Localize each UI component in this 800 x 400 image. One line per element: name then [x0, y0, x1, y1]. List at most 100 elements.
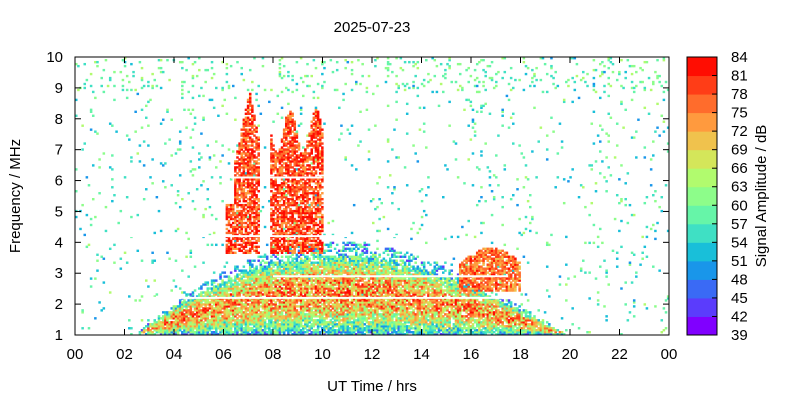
heatmap-cell	[268, 303, 271, 306]
heatmap-cell	[225, 247, 229, 251]
heatmap-cell	[251, 299, 254, 302]
heatmap-cell	[259, 323, 263, 326]
heatmap-cell	[244, 118, 248, 121]
heatmap-cell	[147, 333, 150, 336]
heatmap-cell	[348, 295, 352, 298]
heatmap-cell	[210, 243, 214, 247]
heatmap-cell	[219, 176, 222, 179]
heatmap-cell	[253, 331, 256, 334]
heatmap-cell	[333, 313, 337, 316]
heatmap-cell	[183, 313, 186, 316]
heatmap-cell	[102, 152, 106, 155]
heatmap-cell	[304, 325, 307, 328]
heatmap-cell	[227, 219, 231, 223]
heatmap-cell	[295, 309, 299, 312]
heatmap-cell	[234, 197, 237, 201]
heatmap-cell	[291, 263, 294, 266]
heatmap-cell	[310, 140, 313, 143]
heatmap-cell	[221, 307, 224, 310]
heatmap-cell	[238, 158, 241, 161]
heatmap-cell	[83, 233, 87, 237]
heatmap-cell	[259, 295, 263, 298]
heatmap-cell	[170, 333, 173, 336]
heatmap-cell	[130, 88, 133, 92]
heatmap-cell	[314, 319, 318, 322]
heatmap-cell	[242, 150, 246, 153]
heatmap-cell	[276, 283, 280, 286]
heatmap-cell	[244, 309, 248, 312]
heatmap-cell	[244, 287, 248, 290]
heatmap-cell	[289, 192, 292, 195]
heatmap-cell	[257, 255, 260, 258]
heatmap-cell	[251, 190, 254, 193]
heatmap-cell	[340, 132, 343, 135]
heatmap-cell	[168, 138, 171, 141]
heatmap-cell	[276, 251, 280, 254]
heatmap-cell	[89, 72, 93, 76]
heatmap-cell	[342, 289, 345, 292]
heatmap-cell	[301, 259, 305, 262]
heatmap-cell	[297, 317, 301, 320]
heatmap-cell	[251, 293, 254, 296]
heatmap-cell	[285, 299, 288, 302]
heatmap-cell	[166, 311, 169, 314]
heatmap-cell	[340, 257, 343, 260]
heatmap-cell	[176, 305, 180, 308]
heatmap-cell	[291, 201, 294, 205]
heatmap-cell	[323, 319, 326, 322]
heatmap-cell	[257, 303, 260, 306]
heatmap-cell	[261, 325, 265, 328]
heatmap-cell	[314, 249, 318, 252]
heatmap-cell	[87, 243, 91, 247]
heatmap-cell	[335, 317, 339, 320]
heatmap-cell	[227, 211, 231, 215]
heatmap-cell	[318, 265, 322, 268]
heatmap-cell	[174, 327, 178, 330]
heatmap-cell	[282, 136, 286, 139]
heatmap-cell	[268, 329, 271, 332]
heatmap-cell	[75, 98, 78, 102]
heatmap-cell	[321, 227, 324, 231]
heatmap-cell	[210, 321, 214, 324]
heatmap-cell	[231, 217, 235, 221]
heatmap-cell	[323, 249, 326, 252]
heatmap-cell	[340, 293, 343, 296]
heatmap-cell	[285, 223, 288, 227]
heatmap-cell	[274, 164, 277, 167]
heatmap-cell	[342, 98, 345, 102]
heatmap-cell	[306, 172, 309, 175]
heatmap-cell	[304, 184, 307, 187]
heatmap-cell	[272, 186, 275, 189]
heatmap-cell	[295, 190, 299, 193]
heatmap-cell	[178, 317, 182, 320]
heatmap-cell	[227, 249, 231, 252]
heatmap-cell	[229, 239, 233, 243]
heatmap-cell	[350, 291, 354, 294]
heatmap-cell	[238, 311, 241, 314]
heatmap-cell	[229, 209, 233, 213]
heatmap-cell	[240, 192, 243, 195]
heatmap-cell	[234, 190, 237, 193]
heatmap-cell	[227, 323, 231, 326]
heatmap-cell	[261, 277, 265, 280]
heatmap-cell	[291, 253, 294, 256]
heatmap-cell	[310, 313, 313, 316]
heatmap-cell	[149, 331, 152, 334]
heatmap-cell	[282, 209, 286, 213]
heatmap-cell	[293, 201, 297, 205]
heatmap-cell	[191, 293, 195, 296]
heatmap-cell	[248, 184, 252, 187]
heatmap-cell	[259, 112, 263, 115]
heatmap-cell	[306, 152, 309, 155]
heatmap-cell	[306, 190, 309, 193]
heatmap-cell	[333, 279, 337, 282]
heatmap-cell	[248, 68, 252, 72]
heatmap-cell	[285, 172, 288, 175]
heatmap-cell	[238, 283, 241, 286]
heatmap-cell	[236, 60, 239, 64]
heatmap-cell	[321, 223, 324, 227]
heatmap-cell	[251, 259, 254, 262]
heatmap-cell	[234, 188, 237, 191]
heatmap-cell	[295, 209, 299, 213]
heatmap-cell	[318, 255, 322, 258]
